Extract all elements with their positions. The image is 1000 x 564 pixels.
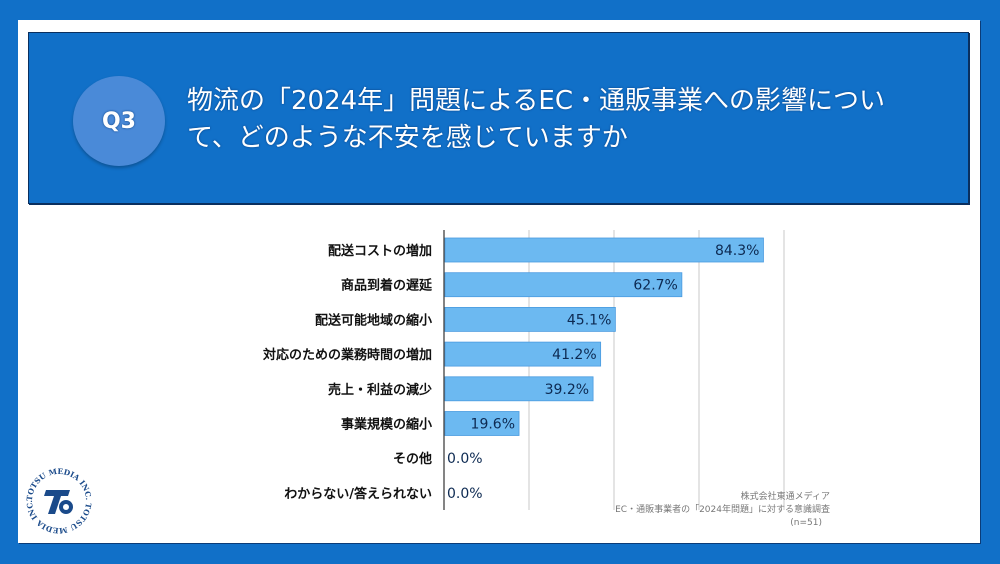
question-number: Q3 [101,108,136,134]
value-label: 19.6% [471,417,515,433]
totsu-media-logo: TOTSU MEDIA INC. TOTSU MEDIA INC. [25,467,93,535]
category-label: その他 [393,451,432,467]
bar [444,411,520,436]
source-sample: (n=51) [790,518,822,528]
category-label: 商品到着の遅延 [341,278,433,294]
value-label: 0.0% [447,451,483,467]
logo-mark-t [44,490,70,514]
question-number-badge: Q3 [73,76,165,166]
category-labels: 配送コストの増加商品到着の遅延配送可能地域の縮小対応のための業務時間の増加売上・… [262,243,433,502]
value-label: 39.2% [545,382,589,398]
value-labels: 84.3% 62.7% 45.1% 41.2% 39.2% 19.6% 0.0% 0.0% [447,243,759,502]
category-label: 対応のための業務時間の増加 [262,347,432,363]
question-header: Q3 物流の「2024年」問題によるEC・通販事業への影響について、どのような不… [28,32,969,204]
bar [444,237,764,263]
question-title: 物流の「2024年」問題によるEC・通販事業への影響について、どのような不安を感… [187,86,885,153]
bar [444,272,683,298]
bars [444,237,764,436]
category-label: 配送コストの増加 [328,243,432,259]
category-label: 事業規模の縮小 [341,417,432,433]
bar [444,306,616,332]
value-label: 41.2% [552,347,596,363]
bar [444,376,594,402]
slide-card: Q3 物流の「2024年」問題によるEC・通販事業への影響について、どのような不… [18,20,980,543]
value-label: 45.1% [567,312,611,328]
value-label: 62.7% [633,278,677,294]
source-survey: EC・通販事業者の「2024年問題」に対する意識調査 [615,503,830,515]
category-label: わからない/答えられない [284,486,432,502]
value-label: 84.3% [715,243,759,259]
category-label: 配送可能地域の縮小 [315,312,432,328]
gridlines [528,230,785,510]
value-label: 0.0% [447,486,483,502]
category-label: 売上・利益の減少 [328,382,432,398]
source-company: 株式会社東通メディア [741,490,830,502]
bar [444,341,602,367]
